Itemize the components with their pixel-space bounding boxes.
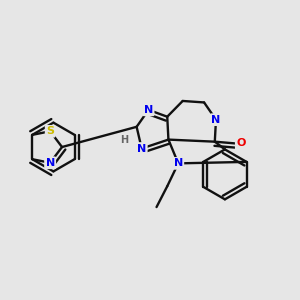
Text: N: N (174, 158, 183, 168)
Text: N: N (137, 143, 146, 154)
Text: S: S (46, 126, 54, 136)
Text: N: N (144, 105, 153, 115)
Text: H: H (120, 135, 128, 145)
Text: N: N (46, 158, 55, 168)
Text: N: N (212, 115, 220, 125)
Text: O: O (236, 139, 246, 148)
